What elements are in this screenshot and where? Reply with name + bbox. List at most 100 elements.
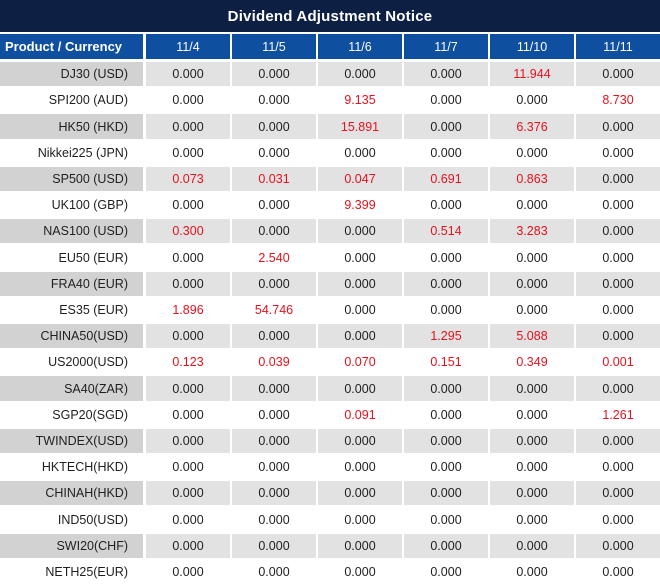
column-header-date: 11/5 xyxy=(232,34,318,59)
value-cell: 0.000 xyxy=(146,270,232,297)
table-row: US2000(USD) 0.123 0.039 0.070 0.151 0.349 0.00… xyxy=(0,349,660,376)
value-cell: 9.135 xyxy=(318,87,404,114)
value-cell: 0.000 xyxy=(576,375,660,402)
value-cell: 0.000 xyxy=(232,323,318,350)
value-cell: 0.000 xyxy=(490,87,576,114)
value-cell: 1.295 xyxy=(404,323,490,350)
value-cell: 0.000 xyxy=(404,270,490,297)
table-row: HKTECH(HKD) 0.000 0.000 0.000 0.000 0.000 0.00… xyxy=(0,454,660,481)
product-cell: FRA40 (EUR) xyxy=(0,270,146,297)
value-cell: 0.000 xyxy=(318,506,404,533)
column-header-date: 11/6 xyxy=(318,34,404,59)
value-cell: 0.000 xyxy=(232,61,318,88)
value-cell: 0.000 xyxy=(146,61,232,88)
value-cell: 0.000 xyxy=(146,87,232,114)
value-cell: 0.070 xyxy=(318,349,404,376)
table-row: EU50 (EUR) 0.000 2.540 0.000 0.000 0.000 0.000 xyxy=(0,244,660,271)
value-cell: 0.000 xyxy=(404,61,490,88)
table-row: SGP20(SGD) 0.000 0.000 0.091 0.000 0.000 1.261 xyxy=(0,401,660,428)
value-cell: 0.000 xyxy=(232,218,318,245)
value-cell: 0.000 xyxy=(318,375,404,402)
value-cell: 0.000 xyxy=(146,323,232,350)
product-cell: UK100 (GBP) xyxy=(0,192,146,219)
value-cell: 0.091 xyxy=(318,401,404,428)
value-cell: 0.000 xyxy=(318,532,404,559)
value-cell: 0.000 xyxy=(232,113,318,140)
value-cell: 0.000 xyxy=(576,506,660,533)
value-cell: 0.000 xyxy=(146,113,232,140)
value-cell: 0.000 xyxy=(404,506,490,533)
value-cell: 0.000 xyxy=(146,244,232,271)
table-row: UK100 (GBP) 0.000 0.000 9.399 0.000 0.000 0.00… xyxy=(0,192,660,219)
table-row: NAS100 (USD) 0.300 0.000 0.000 0.514 3.283 0.0… xyxy=(0,218,660,245)
value-cell: 0.000 xyxy=(318,61,404,88)
value-cell: 0.000 xyxy=(490,192,576,219)
value-cell: 0.000 xyxy=(404,87,490,114)
value-cell: 0.000 xyxy=(576,558,660,586)
value-cell: 0.000 xyxy=(318,139,404,166)
column-header-date: 11/11 xyxy=(576,34,660,59)
value-cell: 0.000 xyxy=(146,401,232,428)
value-cell: 0.000 xyxy=(490,296,576,324)
table-row: NETH25(EUR) 0.000 0.000 0.000 0.000 0.000 0.00… xyxy=(0,558,660,586)
value-cell: 0.000 xyxy=(146,558,232,586)
value-cell: 0.000 xyxy=(318,427,404,455)
value-cell: 0.000 xyxy=(146,532,232,559)
value-cell: 3.283 xyxy=(490,218,576,245)
value-cell: 0.000 xyxy=(318,218,404,245)
product-cell: SGP20(SGD) xyxy=(0,401,146,428)
value-cell: 0.000 xyxy=(490,139,576,166)
value-cell: 0.000 xyxy=(404,401,490,428)
value-cell: 0.000 xyxy=(232,532,318,559)
value-cell: 0.000 xyxy=(576,113,660,140)
value-cell: 0.000 xyxy=(404,296,490,324)
value-cell: 0.000 xyxy=(404,480,490,507)
table-row: SWI20(CHF) 0.000 0.000 0.000 0.000 0.000 0.000 xyxy=(0,532,660,559)
value-cell: 0.000 xyxy=(318,558,404,586)
value-cell: 0.000 xyxy=(146,480,232,507)
title-bar: Dividend Adjustment Notice xyxy=(0,0,660,34)
product-cell: CHINA50(USD) xyxy=(0,323,146,350)
value-cell: 0.000 xyxy=(404,454,490,481)
table-row: IND50(USD) 0.000 0.000 0.000 0.000 0.000 0.000 xyxy=(0,506,660,533)
product-cell: US2000(USD) xyxy=(0,349,146,376)
value-cell: 0.000 xyxy=(232,192,318,219)
product-cell: NAS100 (USD) xyxy=(0,218,146,245)
table-row: SPI200 (AUD) 0.000 0.000 9.135 0.000 0.000 8.7… xyxy=(0,87,660,114)
product-cell: DJ30 (USD) xyxy=(0,61,146,88)
value-cell: 0.047 xyxy=(318,165,404,193)
value-cell: 0.000 xyxy=(404,375,490,402)
value-cell: 0.300 xyxy=(146,218,232,245)
value-cell: 0.000 xyxy=(404,427,490,455)
value-cell: 0.001 xyxy=(576,349,660,376)
value-cell: 0.000 xyxy=(404,244,490,271)
table-row: SA40(ZAR) 0.000 0.000 0.000 0.000 0.000 0.000 xyxy=(0,375,660,402)
table-row: TWINDEX(USD) 0.000 0.000 0.000 0.000 0.000 0.0… xyxy=(0,427,660,455)
value-cell: 0.000 xyxy=(576,61,660,88)
value-cell: 8.730 xyxy=(576,87,660,114)
value-cell: 0.000 xyxy=(232,139,318,166)
product-cell: IND50(USD) xyxy=(0,506,146,533)
value-cell: 0.000 xyxy=(576,454,660,481)
value-cell: 6.376 xyxy=(490,113,576,140)
table-row: SP500 (USD) 0.073 0.031 0.047 0.691 0.863 0.00… xyxy=(0,165,660,193)
value-cell: 0.000 xyxy=(232,375,318,402)
value-cell: 0.000 xyxy=(232,427,318,455)
value-cell: 0.000 xyxy=(232,558,318,586)
value-cell: 0.863 xyxy=(490,165,576,193)
value-cell: 0.000 xyxy=(232,454,318,481)
value-cell: 0.514 xyxy=(404,218,490,245)
value-cell: 0.000 xyxy=(146,192,232,219)
value-cell: 0.000 xyxy=(490,375,576,402)
value-cell: 0.000 xyxy=(490,558,576,586)
value-cell: 0.000 xyxy=(404,532,490,559)
value-cell: 0.000 xyxy=(576,244,660,271)
value-cell: 0.000 xyxy=(318,270,404,297)
value-cell: 0.000 xyxy=(318,454,404,481)
product-cell: SP500 (USD) xyxy=(0,165,146,193)
value-cell: 0.691 xyxy=(404,165,490,193)
product-cell: SA40(ZAR) xyxy=(0,375,146,402)
value-cell: 15.891 xyxy=(318,113,404,140)
value-cell: 9.399 xyxy=(318,192,404,219)
